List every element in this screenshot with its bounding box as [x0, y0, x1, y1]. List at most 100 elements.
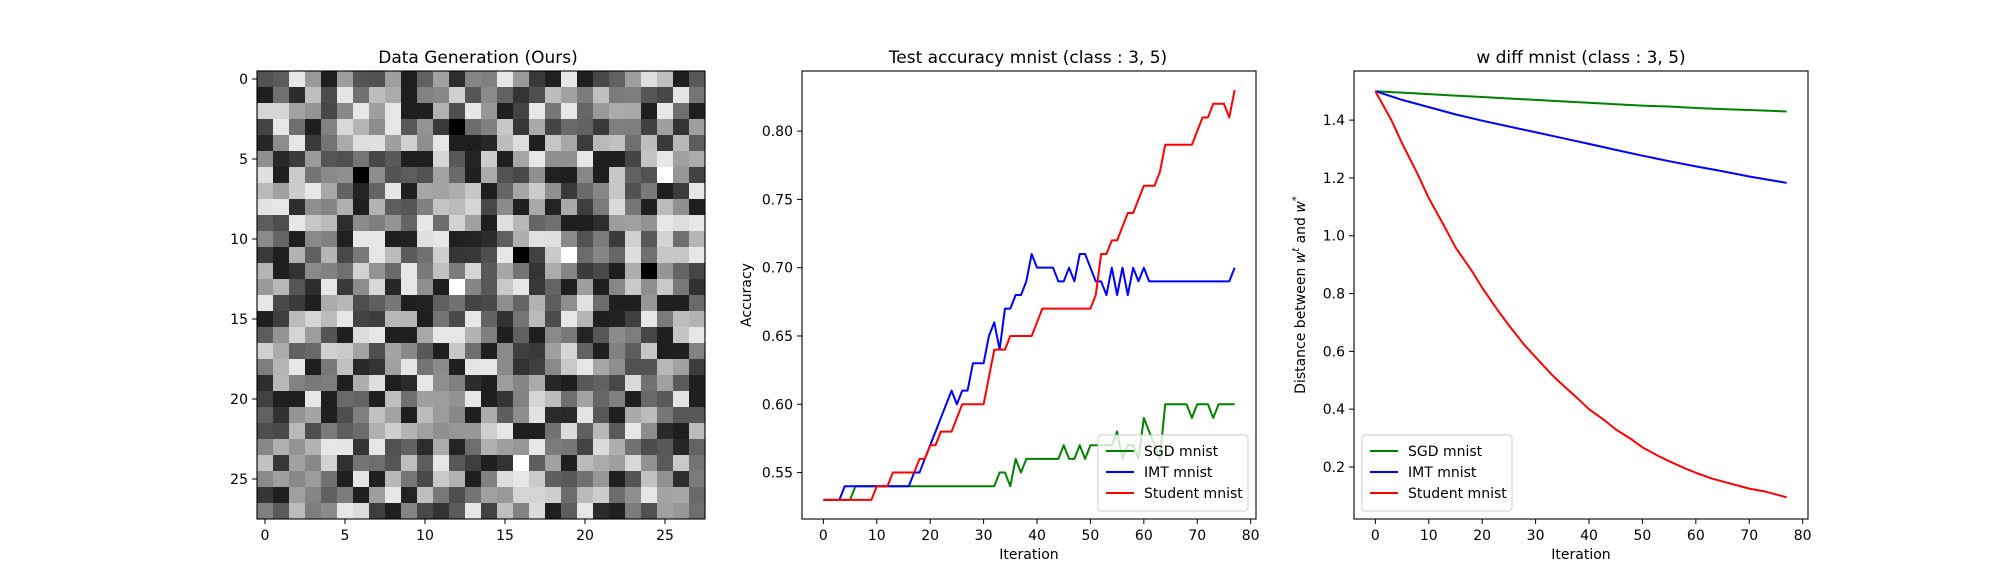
legend-box	[1361, 434, 1513, 512]
heatmap-cell	[305, 247, 322, 264]
heatmap-cell	[353, 103, 370, 120]
heatmap-cell	[593, 215, 610, 232]
heatmap-cell	[513, 439, 530, 456]
heatmap-cell	[369, 215, 386, 232]
heatmap-cell	[673, 503, 690, 520]
heatmap-cell	[289, 487, 306, 504]
heatmap-cell	[289, 71, 306, 88]
heatmap-cell	[689, 391, 706, 408]
heatmap-cell	[689, 359, 706, 376]
heatmap-cell	[481, 119, 498, 136]
heatmap-cell	[369, 471, 386, 488]
heatmap-cell	[673, 87, 690, 104]
heatmap-cell	[305, 471, 322, 488]
heatmap-cell	[465, 487, 482, 504]
heatmap-cell	[545, 327, 562, 344]
heatmap-cell	[273, 391, 290, 408]
heatmap-cell	[385, 247, 402, 264]
heatmap-cell	[433, 391, 450, 408]
heatmap-cell	[273, 263, 290, 280]
heatmap-cell	[337, 119, 354, 136]
heatmap-cell	[545, 343, 562, 360]
heatmap-cell	[673, 439, 690, 456]
heatmap-cell	[289, 199, 306, 216]
heatmap-cell	[401, 279, 418, 296]
heatmap-cell	[305, 103, 322, 120]
heatmap-cell	[305, 295, 322, 312]
heatmap-cell	[657, 423, 674, 440]
heatmap-cell	[401, 215, 418, 232]
heatmap-cell	[449, 391, 466, 408]
heatmap-cell	[577, 119, 594, 136]
heatmap-cell	[529, 487, 546, 504]
heatmap-cell	[337, 311, 354, 328]
heatmap-cell	[513, 167, 530, 184]
heatmap-cell	[353, 215, 370, 232]
heatmap-cell	[609, 231, 626, 248]
x-tick-label: 10	[416, 528, 434, 544]
heatmap-cell	[433, 247, 450, 264]
heatmap-cell	[529, 103, 546, 120]
heatmap-cell	[481, 439, 498, 456]
heatmap-cell	[433, 471, 450, 488]
heatmap-cell	[385, 263, 402, 280]
heatmap-cell	[321, 327, 338, 344]
heatmap-cell	[257, 295, 274, 312]
heatmap-cell	[449, 455, 466, 472]
heatmap-cell	[321, 71, 338, 88]
heatmap-cell	[481, 183, 498, 200]
heatmap-cell	[497, 215, 514, 232]
heatmap-cell	[369, 407, 386, 424]
heatmap-cells	[257, 71, 706, 520]
heatmap-cell	[545, 423, 562, 440]
heatmap-cell	[465, 391, 482, 408]
heatmap-cell	[545, 119, 562, 136]
heatmap-cell	[609, 119, 626, 136]
heatmap-cell	[561, 343, 578, 360]
heatmap-cell	[385, 119, 402, 136]
heatmap-cell	[257, 103, 274, 120]
heatmap-cell	[401, 87, 418, 104]
heatmap-cell	[273, 247, 290, 264]
y-tick-label: 0	[239, 72, 248, 88]
heatmap-cell	[593, 455, 610, 472]
heatmap-cell	[577, 215, 594, 232]
heatmap-cell	[577, 167, 594, 184]
heatmap-cell	[545, 503, 562, 520]
heatmap-cell	[689, 343, 706, 360]
heatmap-cell	[545, 71, 562, 88]
heatmap-cell	[273, 199, 290, 216]
accuracy-series	[823, 89, 1236, 501]
heatmap-cell	[401, 407, 418, 424]
heatmap-cell	[369, 231, 386, 248]
heatmap-cell	[385, 295, 402, 312]
heatmap-cell	[289, 215, 306, 232]
heatmap-cell	[369, 263, 386, 280]
heatmap-cell	[385, 439, 402, 456]
heatmap-cell	[257, 87, 274, 104]
heatmap-cell	[385, 487, 402, 504]
heatmap-cell	[417, 151, 434, 168]
heatmap-cell	[337, 71, 354, 88]
heatmap-cell	[465, 167, 482, 184]
y-tick-label: 0.6	[1323, 344, 1345, 360]
heatmap-cell	[385, 455, 402, 472]
heatmap-cell	[593, 263, 610, 280]
heatmap-cell	[289, 471, 306, 488]
heatmap-cell	[337, 103, 354, 120]
heatmap-cell	[609, 391, 626, 408]
x-tick-label: 30	[975, 528, 993, 544]
x-tick-label: 10	[1420, 528, 1438, 544]
accuracy-y-label: Accuracy	[739, 263, 755, 327]
heatmap-frame	[256, 70, 706, 520]
heatmap-cell	[385, 215, 402, 232]
heatmap-cell	[657, 135, 674, 152]
heatmap-cell	[513, 183, 530, 200]
heatmap-cell	[545, 167, 562, 184]
heatmap-cell	[689, 215, 706, 232]
heatmap-cell	[641, 295, 658, 312]
heatmap-cell	[257, 231, 274, 248]
heatmap-cell	[273, 471, 290, 488]
heatmap-cell	[385, 311, 402, 328]
heatmap-cell	[577, 407, 594, 424]
